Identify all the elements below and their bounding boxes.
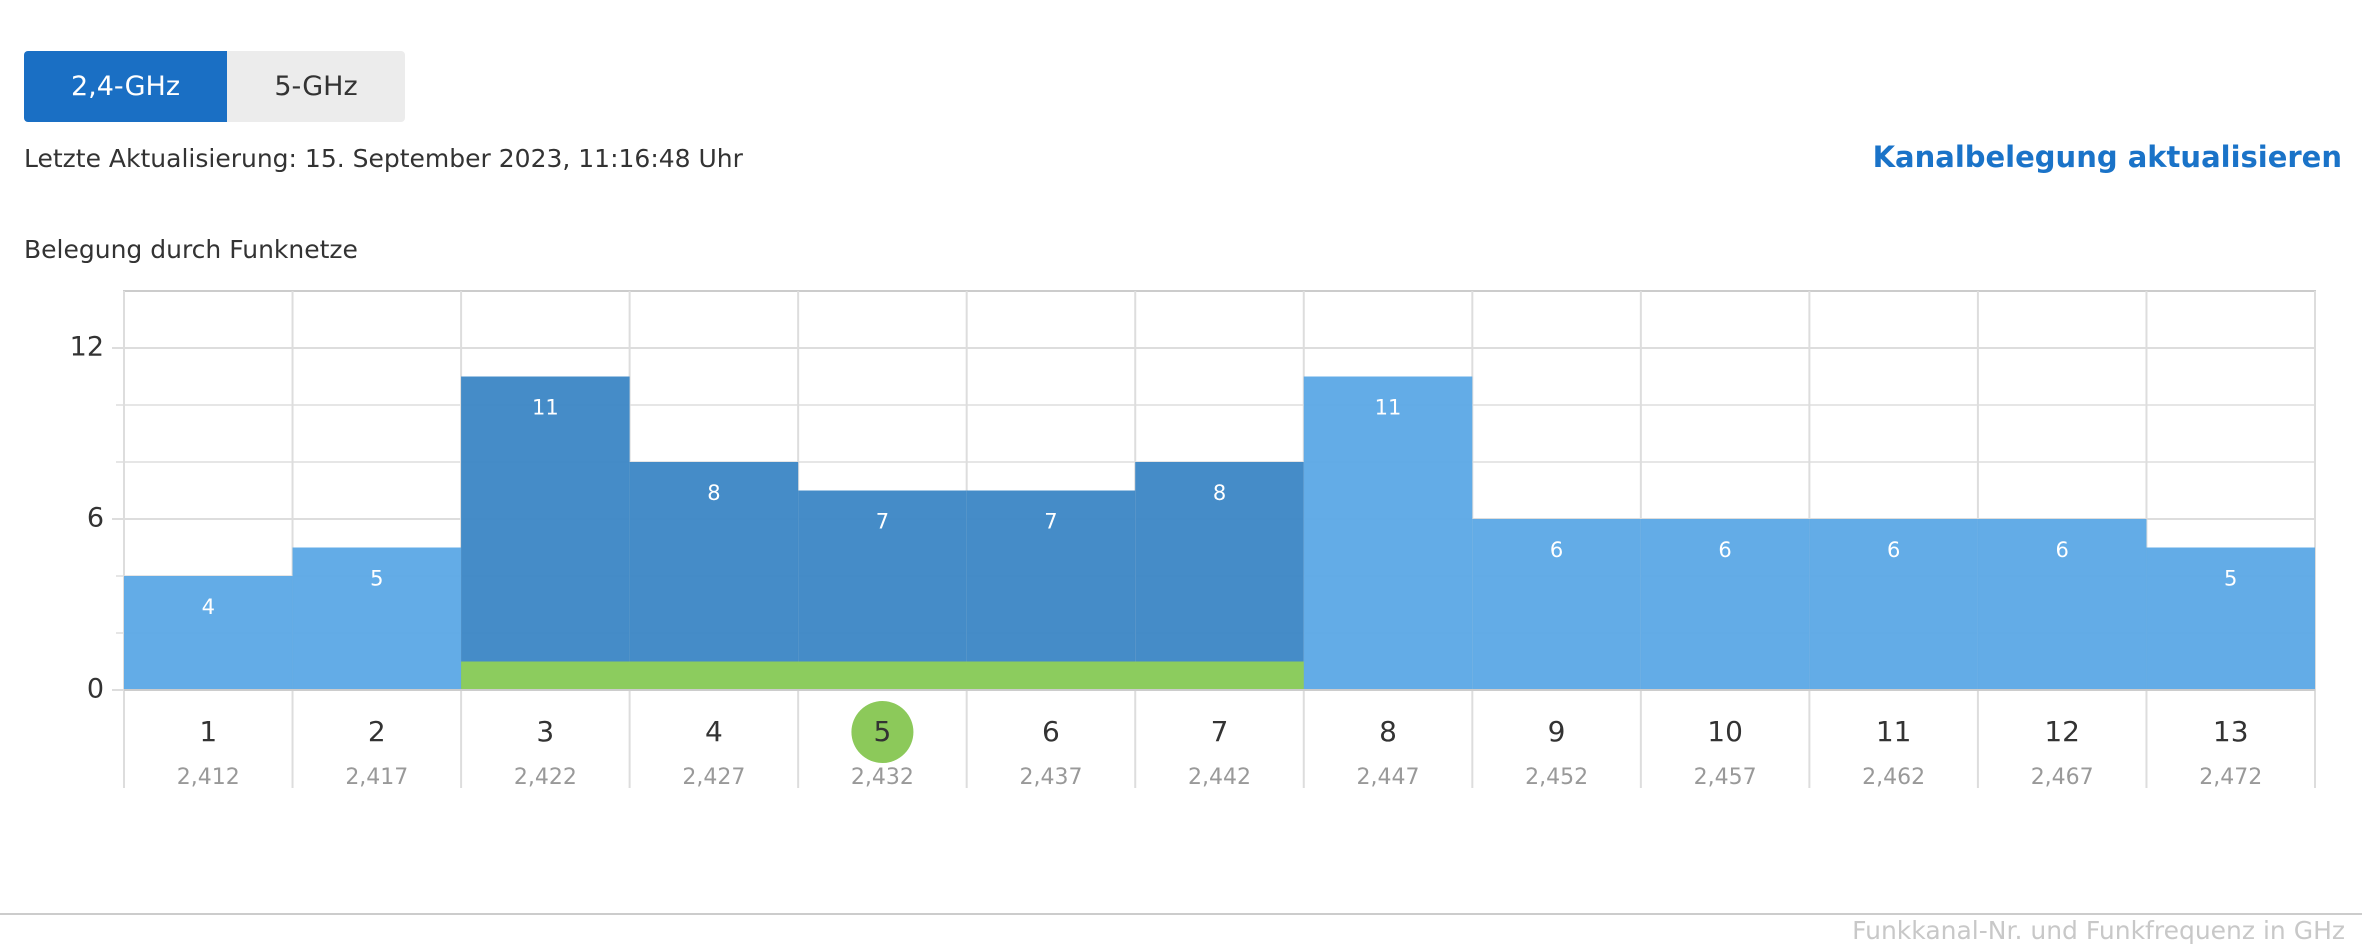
- frequency-label: 2,472: [2199, 765, 2262, 790]
- x-tick-label: 13: [2213, 715, 2249, 748]
- x-tick-label: 7: [1211, 715, 1229, 748]
- x-tick-label: 12: [2044, 715, 2080, 748]
- frequency-label: 2,447: [1357, 765, 1420, 790]
- bar: [292, 547, 462, 690]
- y-tick-label: 6: [87, 503, 104, 534]
- tab[interactable]: 2,4-GHz: [24, 51, 227, 122]
- value-label: 11: [532, 396, 559, 420]
- value-label: 7: [1044, 510, 1057, 534]
- last-update: Letzte Aktualisierung: 15. September 202…: [24, 144, 743, 173]
- value-label: 11: [1375, 396, 1402, 420]
- frequency-label: 2,452: [1525, 765, 1588, 790]
- x-tick-label: 1: [199, 715, 217, 748]
- frequency-label: 2,417: [345, 765, 408, 790]
- value-label: 7: [876, 510, 889, 534]
- refresh-link[interactable]: Kanalbelegung aktualisieren: [1872, 140, 2342, 174]
- x-tick-label: 8: [1379, 715, 1397, 748]
- x-tick-label: 3: [536, 715, 554, 748]
- x-tick-label: 4: [705, 715, 723, 748]
- frequency-label: 2,412: [177, 765, 240, 790]
- value-label: 6: [2056, 538, 2069, 562]
- x-tick-label: 10: [1707, 715, 1743, 748]
- frequency-label: 2,462: [1862, 765, 1925, 790]
- value-label: 8: [707, 481, 720, 505]
- selected-channel: [851, 701, 914, 763]
- frequency-label: 2,442: [1188, 765, 1251, 790]
- value-label: 5: [370, 567, 383, 591]
- bar: [1303, 376, 1473, 690]
- value-label: 4: [202, 595, 215, 619]
- x-axis-label: Funkkanal-Nr. und Funkfrequenz in GHz: [1852, 916, 2345, 945]
- frequency-label: 2,432: [851, 765, 914, 790]
- x-tick-label: 11: [1876, 715, 1912, 748]
- bar: [966, 490, 1136, 690]
- x-tick-label: 6: [1042, 715, 1060, 748]
- bar: [124, 576, 293, 690]
- bar: [798, 490, 967, 690]
- value-label: 5: [2224, 567, 2237, 591]
- x-tick-label: 9: [1548, 715, 1566, 748]
- value-label: 8: [1213, 481, 1226, 505]
- frequency-label: 2,457: [1694, 765, 1757, 790]
- frequency-label: 2,467: [2031, 765, 2094, 790]
- bar: [2146, 547, 2315, 690]
- value-label: 6: [1718, 538, 1731, 562]
- value-label: 6: [1550, 538, 1563, 562]
- bar: [1135, 462, 1304, 690]
- x-tick-label: 5: [874, 715, 892, 748]
- bar: [1472, 519, 1641, 690]
- frequency-label: 2,427: [682, 765, 745, 790]
- x-tick-label: 2: [368, 715, 386, 748]
- frequency-label: 2,422: [514, 765, 577, 790]
- y-tick-label: 12: [70, 332, 104, 363]
- tab[interactable]: 5-GHz: [227, 51, 405, 122]
- value-label: 6: [1887, 538, 1900, 562]
- chart-title: Belegung durch Funknetze: [24, 235, 358, 264]
- bar: [1640, 519, 1810, 690]
- bar: [1809, 519, 1978, 690]
- y-tick-label: 0: [87, 674, 104, 705]
- bar: [1977, 519, 2147, 690]
- frequency-label: 2,437: [1019, 765, 1082, 790]
- bar: [461, 376, 630, 690]
- bar: [629, 462, 799, 690]
- channel-band: [461, 661, 1304, 690]
